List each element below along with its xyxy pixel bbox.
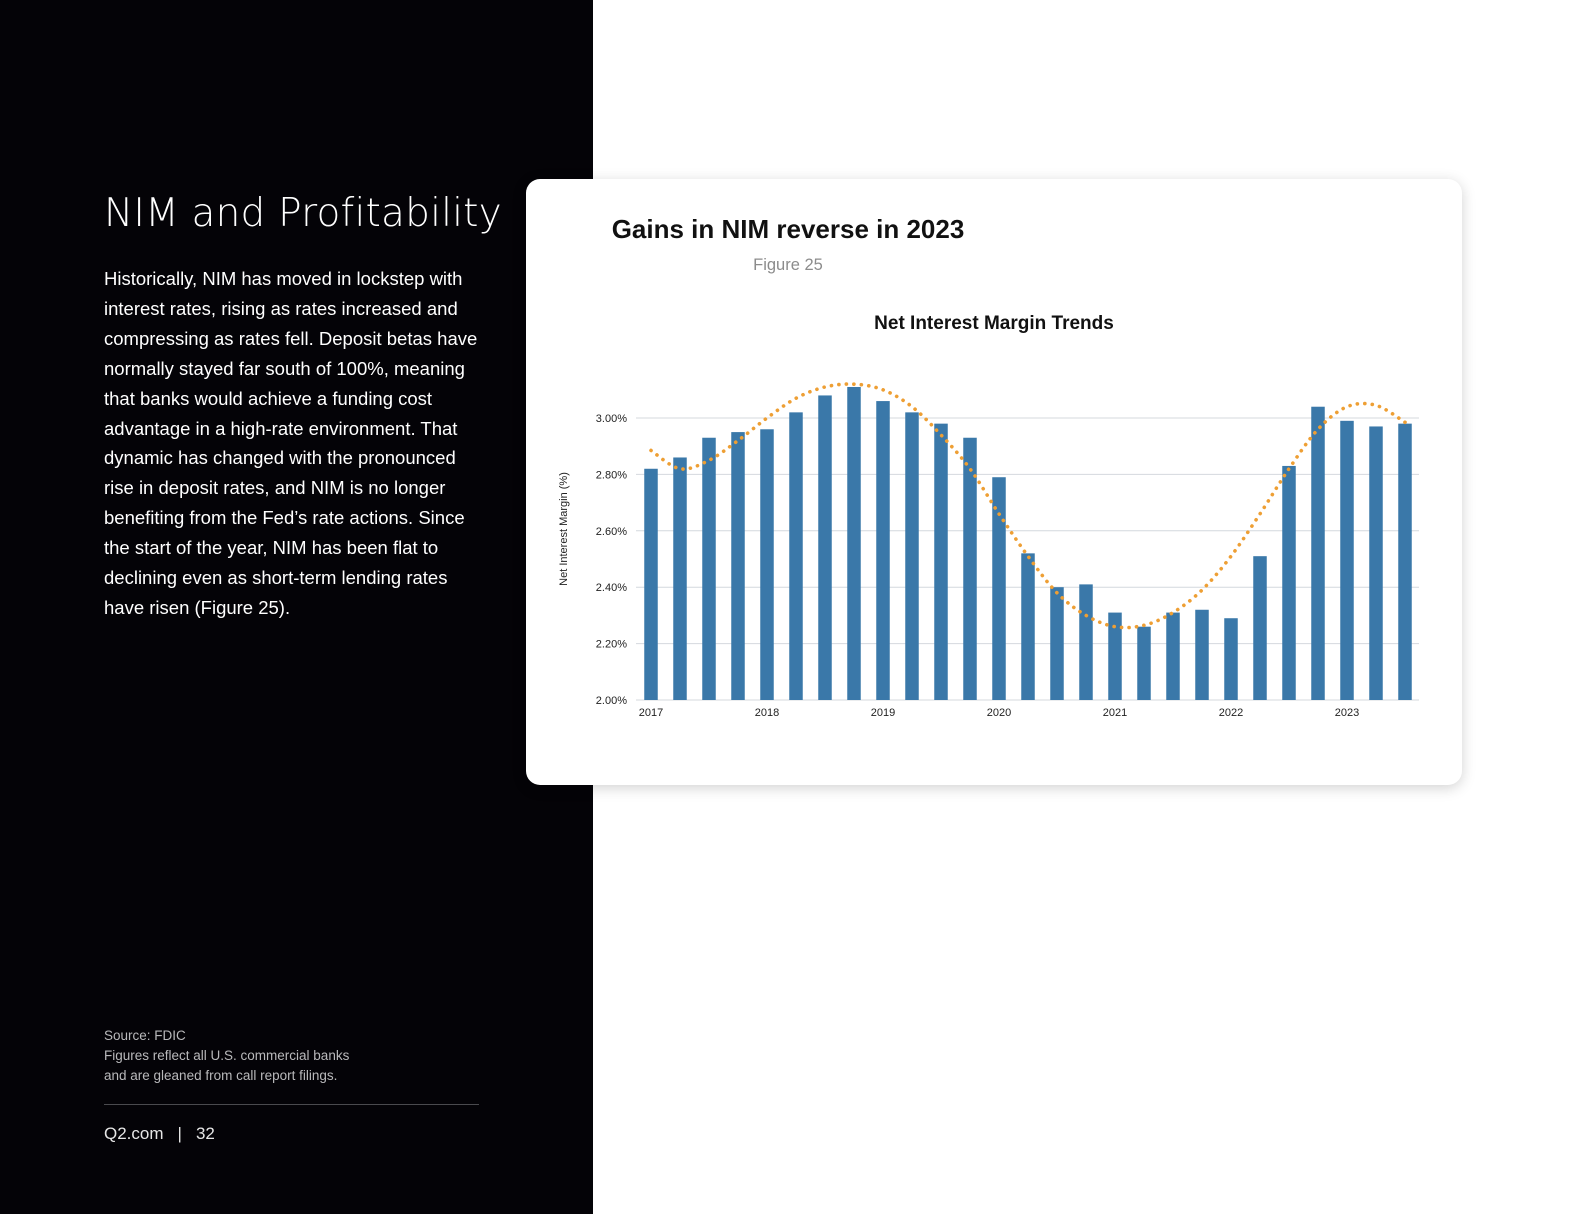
source-line: and are gleaned from call report filings…	[104, 1068, 338, 1083]
bar	[1340, 420, 1354, 700]
bar	[702, 437, 716, 700]
trend-line	[649, 382, 1407, 630]
bar	[818, 395, 832, 700]
bar	[1021, 553, 1035, 700]
x-tick-label: 2018	[755, 707, 779, 719]
bar	[905, 412, 919, 700]
bar	[934, 423, 948, 700]
bar	[963, 437, 977, 700]
page-number: 32	[195, 1124, 215, 1143]
bar	[1311, 406, 1325, 700]
body-paragraph: Historically, NIM has moved in lockstep …	[104, 268, 478, 618]
x-tick-label: 2020	[987, 707, 1011, 719]
y-tick-label: 3.00%	[596, 413, 627, 425]
chart-title: Net Interest Margin Trends	[874, 313, 1114, 334]
x-tick-label: 2019	[871, 707, 895, 719]
bar	[1369, 426, 1383, 700]
bar	[1282, 465, 1296, 700]
bar	[731, 432, 745, 700]
bar	[1253, 556, 1267, 700]
bar	[1166, 612, 1180, 700]
y-tick-label: 2.40%	[596, 582, 627, 594]
page-heading: NIM and Profitability	[104, 191, 502, 236]
source-line: Source: FDIC	[104, 1028, 186, 1043]
bar	[847, 386, 861, 700]
nim-chart: Net Interest Margin Trends 2.00% 2.20% 2.40…	[558, 313, 1419, 719]
bar	[1108, 612, 1122, 700]
y-tick-label: 2.20%	[596, 639, 627, 651]
chart-card-title: Gains in NIM reverse in 2023	[611, 214, 965, 244]
x-tick-label: 2023	[1335, 707, 1359, 719]
y-axis-label: Net Interest Margin (%)	[558, 472, 570, 586]
bar	[1195, 609, 1209, 700]
bar	[1050, 587, 1064, 700]
bar	[673, 457, 687, 700]
bar	[760, 429, 774, 700]
x-tick-label: 2022	[1219, 707, 1243, 719]
y-tick-label: 2.00%	[596, 695, 627, 707]
bar	[1079, 584, 1093, 700]
bar	[1137, 626, 1151, 700]
bar	[1224, 618, 1238, 700]
bar	[644, 468, 658, 700]
footer-site-link[interactable]: Q2.com	[104, 1124, 164, 1143]
y-tick-label: 2.60%	[596, 526, 627, 538]
y-tick-label: 2.80%	[596, 469, 627, 481]
footer-separator: |	[177, 1124, 182, 1143]
source-note: Source: FDIC Figures reflect all U.S. co…	[104, 1026, 349, 1086]
figure-label: Figure 25	[753, 256, 823, 274]
x-tick-label: 2021	[1103, 707, 1127, 719]
source-line: Figures reflect all U.S. commercial bank…	[104, 1048, 350, 1063]
x-tick-label: 2017	[639, 707, 663, 719]
left-panel	[0, 0, 593, 1214]
bar	[992, 477, 1006, 700]
footer-divider	[104, 1104, 479, 1105]
bar	[1398, 423, 1412, 700]
footer: Q2.com | 32	[104, 1123, 215, 1145]
bar	[789, 412, 803, 700]
bar	[876, 401, 890, 700]
